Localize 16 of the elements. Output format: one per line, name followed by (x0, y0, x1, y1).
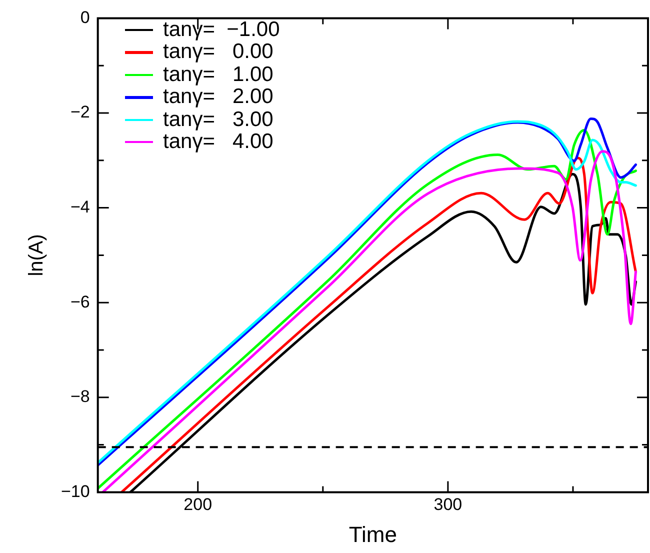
legend-label: tanγ= 3.00 (163, 108, 274, 132)
y-tick-label: −10 (60, 482, 90, 501)
y-tick-label: 0 (80, 8, 90, 27)
legend-label: tanγ= 1.00 (163, 62, 274, 86)
legend-label: tanγ= −1.00 (163, 18, 280, 42)
y-tick-label: −2 (70, 102, 90, 122)
y-tick-label: −4 (70, 197, 90, 216)
y-axis-title: ln(A) (26, 234, 48, 276)
x-tick-label: 300 (434, 495, 462, 514)
x-axis-title: Time (348, 522, 397, 547)
x-tick-label: 200 (184, 495, 212, 514)
y-tick-label: −6 (70, 292, 90, 312)
legend-label: tanγ= 2.00 (163, 85, 274, 109)
legend-label: tanγ= 0.00 (163, 40, 274, 64)
legend-label: tanγ= 4.00 (163, 130, 274, 154)
y-tick-label: −8 (70, 387, 90, 406)
